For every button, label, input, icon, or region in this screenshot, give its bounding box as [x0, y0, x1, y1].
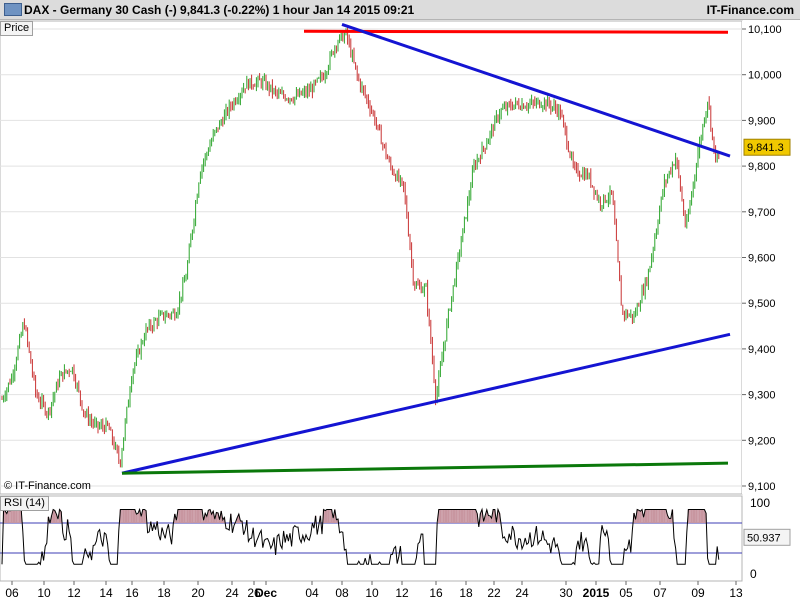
- rsi-last-value-box: [743, 528, 791, 546]
- x-tick-label: 14: [99, 586, 113, 600]
- descending-trendline: [341, 23, 731, 158]
- price-y-tick-label: 9,800: [748, 161, 776, 173]
- x-tick-label: 10: [37, 586, 51, 600]
- price-y-tick-label: 9,400: [748, 344, 776, 356]
- brand-label: IT-Finance.com: [706, 3, 794, 17]
- x-tick-label: 09: [691, 586, 705, 600]
- price-y-tick-label: 9,600: [748, 253, 776, 265]
- x-tick-label: 24: [225, 586, 239, 600]
- x-tick-label: 22: [487, 586, 501, 600]
- rsi-line: [1, 507, 720, 566]
- chart-header: DAX - Germany 30 Cash (-) 9,841.3 (-0.22…: [0, 0, 800, 20]
- price-y-tick-label: 10,000: [748, 70, 782, 82]
- x-tick-label: 13: [729, 586, 743, 600]
- rsi-y-tick-label: 100: [750, 496, 770, 510]
- rsi-panel-label: RSI (14): [0, 496, 49, 511]
- price-y-tick-label: 9,300: [748, 390, 776, 402]
- x-tick-label: 20: [191, 586, 205, 600]
- x-tick-label: 24: [515, 586, 529, 600]
- x-tick-label: 2015: [583, 586, 610, 600]
- x-tick-label: 06: [5, 586, 19, 600]
- x-tick-label: 10: [365, 586, 379, 600]
- x-tick-label: 05: [619, 586, 633, 600]
- x-tick-label: 12: [67, 586, 81, 600]
- last-price-label: 9,841.3: [747, 142, 784, 154]
- price-y-tick-label: 10,100: [748, 24, 782, 36]
- x-tick-label: 12: [395, 586, 409, 600]
- x-tick-label: 30: [559, 586, 573, 600]
- x-tick-label: 04: [305, 586, 319, 600]
- price-panel-label: Price: [0, 21, 34, 36]
- x-tick-label: 18: [459, 586, 473, 600]
- rsi-plot-area: [0, 495, 743, 582]
- chart-title: DAX - Germany 30 Cash (-) 9,841.3 (-0.22…: [24, 3, 415, 17]
- price-y-tick-label: 9,200: [748, 435, 776, 447]
- x-tick-label: 26: [247, 586, 261, 600]
- rsi-last-value-label: 50.937: [747, 532, 781, 544]
- x-tick-label: Dec: [255, 586, 277, 600]
- price-y-tick-label: 9,700: [748, 207, 776, 219]
- x-tick-label: 07: [653, 586, 667, 600]
- support-line: [121, 461, 729, 475]
- x-tick-label: 16: [125, 586, 139, 600]
- ascending-trendline: [121, 332, 731, 475]
- last-price-box: [743, 138, 791, 156]
- resistance-line: [303, 29, 729, 34]
- x-tick-label: 16: [429, 586, 443, 600]
- copyright-label: © IT-Finance.com: [4, 480, 91, 492]
- price-y-tick-label: 9,100: [748, 481, 776, 493]
- price-y-tick-label: 9,500: [748, 298, 776, 310]
- x-tick-label: 18: [157, 586, 171, 600]
- price-y-tick-label: 9,900: [748, 115, 776, 127]
- x-tick-label: 08: [335, 586, 349, 600]
- rsi-y-tick-label: 0: [750, 567, 757, 581]
- instrument-icon: [4, 3, 22, 16]
